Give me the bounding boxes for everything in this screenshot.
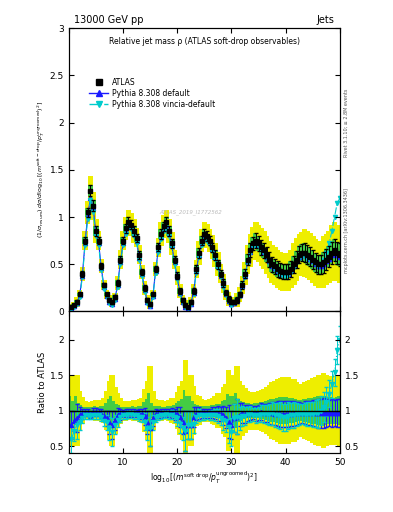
Text: Jets: Jets bbox=[317, 15, 334, 25]
Y-axis label: $(1/\sigma_{\rm resum})\ d\sigma/d\log_{10}[(m^{\rm soft-drop}/p_T^{\rm ungroome: $(1/\sigma_{\rm resum})\ d\sigma/d\log_{… bbox=[35, 101, 47, 239]
Y-axis label: Ratio to ATLAS: Ratio to ATLAS bbox=[38, 352, 47, 413]
Text: ATLAS_2019_I1772562: ATLAS_2019_I1772562 bbox=[160, 209, 222, 215]
Text: Relative jet mass ρ (ATLAS soft-drop observables): Relative jet mass ρ (ATLAS soft-drop obs… bbox=[109, 37, 300, 46]
Text: Rivet 3.1.10; ≥ 2.8M events: Rivet 3.1.10; ≥ 2.8M events bbox=[344, 89, 349, 157]
Text: mcplots.cern.ch [arXiv:1306.3436]: mcplots.cern.ch [arXiv:1306.3436] bbox=[344, 188, 349, 273]
X-axis label: $\log_{10}[(m^{\rm soft\ drop}/p_T^{\rm ungroomed})^2]$: $\log_{10}[(m^{\rm soft\ drop}/p_T^{\rm … bbox=[151, 470, 258, 486]
Text: 13000 GeV pp: 13000 GeV pp bbox=[74, 15, 144, 25]
Legend: ATLAS, Pythia 8.308 default, Pythia 8.308 vincia-default: ATLAS, Pythia 8.308 default, Pythia 8.30… bbox=[86, 74, 219, 112]
